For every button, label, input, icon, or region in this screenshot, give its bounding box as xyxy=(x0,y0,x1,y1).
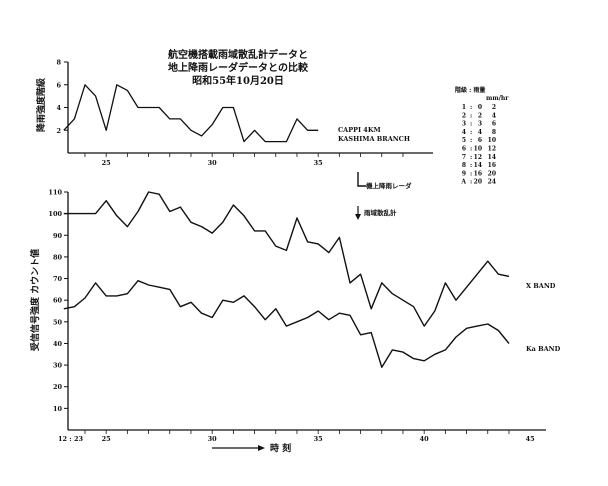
top-x-tick-label: 35 xyxy=(314,159,324,167)
bottom-x-tick-label: 45 xyxy=(526,435,536,443)
scatterometer-arrow-head xyxy=(355,214,361,220)
legend-class: 8 xyxy=(462,162,466,169)
top-x-tick-label: 30 xyxy=(208,159,218,167)
bottom-x-tick-label: 40 xyxy=(420,435,430,443)
legend-class: 6 xyxy=(462,146,466,153)
legend-max: 12 xyxy=(488,146,496,153)
legend-max: 6 xyxy=(492,121,496,128)
bottom-x-tick-label: 25 xyxy=(102,435,112,443)
top-series-group xyxy=(63,84,319,143)
top-y-tick-label: 4 xyxy=(56,104,61,112)
top-y-axis-label: 降雨強度階級 xyxy=(35,78,47,132)
time-arrow-head xyxy=(258,445,265,451)
xband-label: X BAND xyxy=(526,282,556,290)
title-line-1: 航空機搭載雨域散乱計データと xyxy=(168,48,308,61)
bottom-y-axis-label: 受信信号強度 カウント値 xyxy=(29,249,41,351)
top-panel: 2 4 6 8 25 30 35 降雨強度階級 CAPPI 4KM KASHIMA BRA… xyxy=(35,59,433,167)
legend-min: 14 xyxy=(474,162,482,169)
legend-class: 7 xyxy=(462,154,466,161)
legend-sep: : xyxy=(470,121,472,128)
bottom-y-tick-label: 40 xyxy=(53,340,63,348)
legend-min: 3 xyxy=(478,121,482,128)
bottom-y-tick-label: 60 xyxy=(53,297,63,305)
legend-max: 4 xyxy=(492,112,496,119)
kaband-label: Ka BAND xyxy=(526,345,561,353)
legend-header: 階級 : 雨量 xyxy=(455,86,485,94)
top-y-tick-label: 8 xyxy=(56,59,61,67)
bottom-x-ticks: 12 : 23 25 30 35 40 45 xyxy=(58,430,535,443)
top-series-line xyxy=(63,84,319,143)
legend-max: 16 xyxy=(488,162,496,169)
top-y-tick-label: 2 xyxy=(56,127,61,135)
legend-max: 14 xyxy=(488,154,496,161)
legend-class: 2 xyxy=(462,112,466,119)
legend-sep: : xyxy=(470,179,472,186)
legend-class: 9 xyxy=(462,170,466,177)
legend-min: 16 xyxy=(474,170,482,177)
legend-sep: : xyxy=(470,154,472,161)
legend-min: 12 xyxy=(474,154,482,161)
bottom-y-tick-label: 20 xyxy=(53,383,63,391)
top-x-tick-label: 25 xyxy=(102,159,112,167)
legend-max: 8 xyxy=(492,129,496,136)
legend-min: 0 xyxy=(478,104,482,111)
top-y-ticks: 2 4 6 8 xyxy=(56,59,68,135)
bottom-series-group xyxy=(63,191,510,368)
bottom-x-tick-label: 35 xyxy=(314,435,324,443)
bottom-y-tick-label: 30 xyxy=(53,362,63,370)
legend-class: 3 xyxy=(462,121,466,128)
legend-max: 24 xyxy=(488,179,496,186)
legend-sep: : xyxy=(470,104,472,111)
legend-sep: : xyxy=(470,112,472,119)
legend-min: 4 xyxy=(478,129,482,136)
bottom-y-tick-label: 10 xyxy=(53,405,63,413)
legend-sep: : xyxy=(470,162,472,169)
legend-class: 4 xyxy=(462,129,466,136)
kaband-series-line xyxy=(63,280,510,368)
legend-class: A xyxy=(460,179,466,186)
bottom-y-tick-label: 110 xyxy=(48,189,62,197)
title-line-2: 地上降雨レーダデータとの比較 xyxy=(168,61,309,74)
bottom-x-tick-label: 30 xyxy=(208,435,218,443)
xband-series-line xyxy=(63,191,510,327)
kashima-label: KASHIMA BRANCH xyxy=(338,135,410,143)
legend-table: 階級 : 雨量 mm/hr 1:0 22:2 43:3 64:4 85:6 106:10 1… xyxy=(455,86,509,186)
bottom-y-ticks: 10 20 30 40 50 60 70 80 90 100 110 xyxy=(48,189,68,413)
scatterometer-label: 雨域散乱計 xyxy=(364,208,397,217)
bottom-y-tick-label: 70 xyxy=(53,275,63,283)
legend-min: 10 xyxy=(474,146,482,153)
legend-class: 5 xyxy=(462,137,466,144)
top-y-tick-label: 6 xyxy=(56,81,61,89)
legend-max: 10 xyxy=(488,137,496,144)
bottom-y-tick-label: 100 xyxy=(48,210,62,218)
legend-sep: : xyxy=(470,129,472,136)
legend-rows: 1:0 22:2 43:3 64:4 85:6 106:10 127:12 148:14 169… xyxy=(460,104,496,186)
legend-unit: mm/hr xyxy=(486,95,509,102)
legend-sep: : xyxy=(470,170,472,177)
legend-min: 2 xyxy=(478,112,482,119)
legend-max: 20 xyxy=(488,170,496,177)
title-line-3: 昭和55年10月20日 xyxy=(192,74,284,87)
legend-min: 20 xyxy=(474,179,482,186)
bottom-y-tick-label: 80 xyxy=(53,253,63,261)
legend-max: 2 xyxy=(492,104,496,111)
bottom-y-tick-label: 90 xyxy=(53,232,63,240)
legend-sep: : xyxy=(470,137,472,144)
bottom-x-axis-label: 時 刻 xyxy=(270,442,291,454)
chart-title: 航空機搭載雨域散乱計データと 地上降雨レーダデータとの比較 昭和55年10月20… xyxy=(168,48,309,87)
bottom-y-tick-label: 50 xyxy=(53,318,63,326)
legend-class: 1 xyxy=(462,104,466,111)
legend-min: 6 xyxy=(478,137,482,144)
cappi-label: CAPPI 4KM xyxy=(338,126,381,134)
bottom-panel: 10 20 30 40 50 60 70 80 90 100 110 12 : 23 25 30 35 40… xyxy=(29,172,561,454)
top-x-ticks: 25 30 35 xyxy=(84,153,404,167)
legend-sep: : xyxy=(470,146,472,153)
airborne-radar-label: 機上降雨レーダ xyxy=(366,181,412,190)
airborne-radar-marker xyxy=(357,172,366,187)
bottom-x-tick-label: 12 : 23 xyxy=(58,435,83,443)
